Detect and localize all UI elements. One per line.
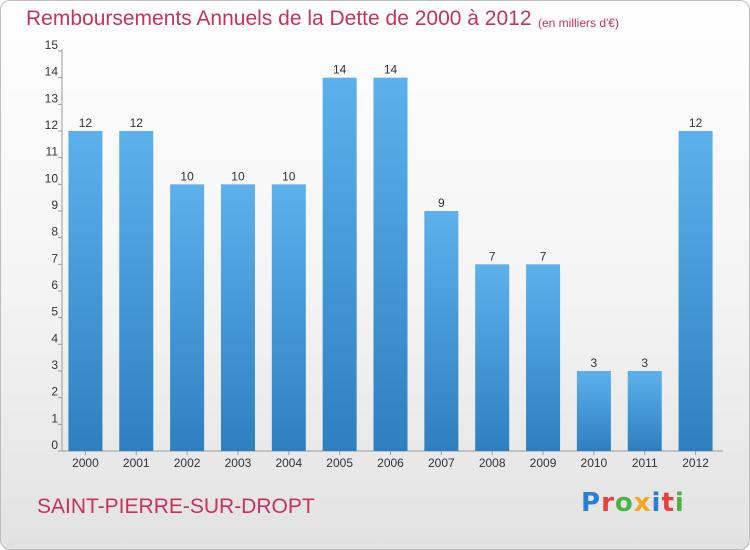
bar [220, 184, 255, 452]
y-tick-label: 10 [45, 171, 59, 185]
chart-title: Remboursements Annuels de la Dette de 20… [26, 7, 532, 30]
bar [678, 131, 713, 451]
unit-label: (en milliers d'€) [538, 16, 619, 30]
y-tick: 0 [51, 438, 62, 452]
bar-value-label: 3 [641, 356, 648, 370]
y-tick: 10 [45, 171, 62, 185]
x-tick-label: 2005 [326, 456, 353, 470]
x-tick-label: 2001 [123, 456, 150, 470]
bar [475, 264, 510, 451]
x-tick-label: 2000 [72, 456, 99, 470]
y-tick: 7 [51, 251, 62, 265]
bar [170, 184, 205, 452]
y-tick: 15 [45, 38, 62, 52]
bar [526, 264, 561, 451]
x-tick-label: 2003 [225, 456, 252, 470]
y-tick-label: 9 [51, 198, 58, 212]
y-tick: 2 [51, 385, 62, 399]
logo-letter: t [661, 488, 675, 518]
x-tick-label: 2008 [479, 456, 506, 470]
y-tick-label: 12 [45, 118, 59, 132]
x-tick-label: 2002 [174, 456, 201, 470]
bar-value-label: 10 [180, 169, 194, 183]
y-tick-label: 4 [51, 331, 58, 345]
bar [271, 184, 306, 452]
y-tick-label: 11 [46, 145, 59, 159]
y-tick: 5 [51, 305, 62, 319]
bar-value-label: 12 [689, 116, 703, 130]
y-tick-label: 15 [45, 38, 59, 52]
y-tick-label: 5 [51, 305, 58, 319]
y-tick-label: 3 [51, 358, 58, 372]
y-tick: 8 [51, 225, 62, 239]
bar [322, 77, 357, 452]
x-tick-label: 2009 [530, 456, 557, 470]
bar-value-label: 9 [438, 196, 445, 210]
logo-letter: P [581, 488, 602, 518]
bar-value-label: 14 [384, 63, 398, 77]
bars: 12 2000 12 2001 10 2002 10 2003 10 2004 14 2005 14 20… [68, 63, 713, 470]
bar-value-label: 7 [489, 249, 496, 263]
bar-value-label: 14 [333, 63, 347, 77]
logo-letter: i [651, 488, 662, 518]
bar [119, 131, 154, 451]
logo-letter: i [674, 488, 685, 518]
y-tick: 12 [45, 118, 62, 132]
y-tick: 3 [51, 358, 62, 372]
x-tick-label: 2004 [275, 456, 302, 470]
bar-value-label: 7 [540, 249, 547, 263]
logo-letter: x [633, 488, 652, 518]
y-tick: 11 [46, 145, 62, 159]
y-tick-label: 0 [51, 438, 58, 452]
y-tick: 1 [51, 411, 62, 425]
y-tick-label: 8 [51, 225, 58, 239]
x-tick-label: 2012 [682, 456, 709, 470]
x-tick-label: 2011 [632, 456, 658, 470]
bar [424, 211, 459, 451]
y-tick: 14 [45, 65, 62, 79]
y-tick: 9 [51, 198, 62, 212]
y-tick-label: 7 [51, 251, 58, 265]
bar-value-label: 3 [591, 356, 598, 370]
y-tick-label: 14 [45, 65, 59, 79]
y-tick: 6 [51, 278, 62, 292]
y-tick: 4 [51, 331, 62, 345]
bar [627, 371, 662, 451]
bar-value-label: 10 [231, 169, 245, 183]
y-tick-label: 6 [51, 278, 58, 292]
x-tick-label: 2010 [581, 456, 608, 470]
y-tick: 13 [45, 91, 62, 105]
commune-name: SAINT-PIERRE-SUR-DROPT [37, 495, 315, 518]
y-tick-label: 13 [45, 91, 59, 105]
bar-value-label: 12 [130, 116, 144, 130]
y-tick-label: 1 [51, 411, 58, 425]
x-tick-label: 2006 [377, 456, 404, 470]
bar [68, 131, 103, 451]
logo-letter: o [614, 488, 634, 518]
bar [576, 371, 611, 451]
bar [373, 77, 408, 452]
bar-value-label: 12 [79, 116, 93, 130]
logo-letter: r [601, 488, 615, 518]
proxiti-logo[interactable]: Proxiti [581, 488, 685, 518]
y-tick-label: 2 [51, 385, 58, 399]
bar-value-label: 10 [282, 169, 296, 183]
x-tick-label: 2007 [428, 456, 455, 470]
